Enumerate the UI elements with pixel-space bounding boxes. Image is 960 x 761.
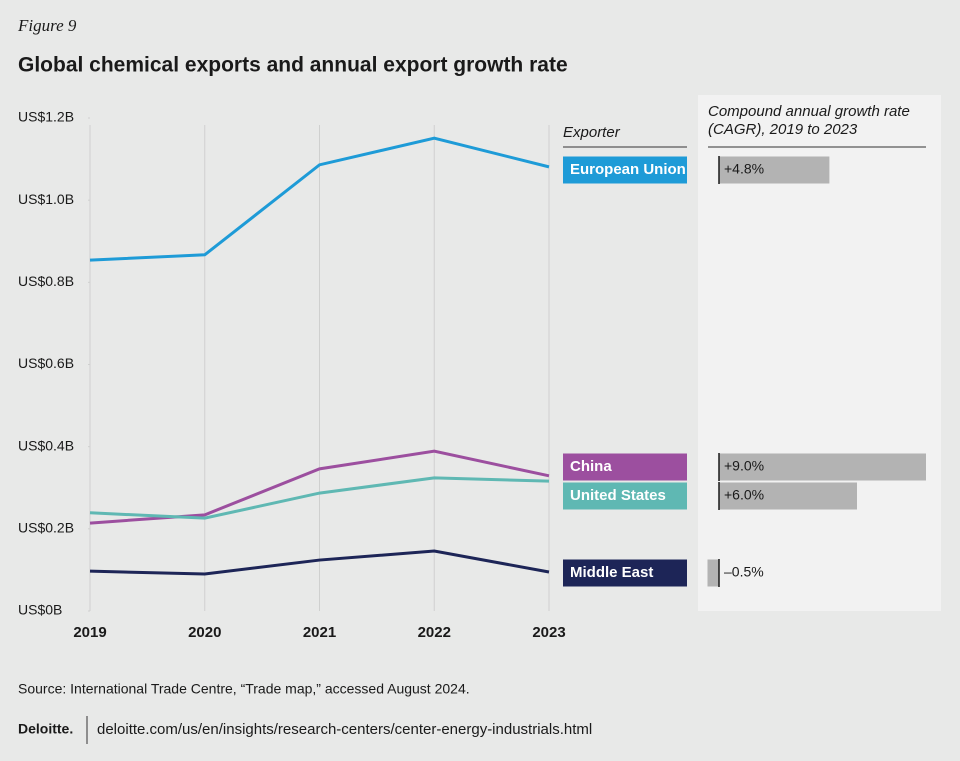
source: Source: International Trade Centre, “Tra… <box>18 681 470 697</box>
x-tick-label: 2023 <box>532 624 565 641</box>
bar <box>719 482 857 510</box>
footer-url: deloitte.com/us/en/insights/research-cen… <box>97 721 592 738</box>
value-label: +4.8% <box>724 161 764 177</box>
x-tick-label: 2020 <box>188 624 221 641</box>
line <box>89 549 550 576</box>
legend-label: European Union <box>570 161 686 178</box>
bar <box>707 559 719 587</box>
value-label: –0.5% <box>724 564 764 580</box>
value-label: +6.0% <box>724 487 764 503</box>
bar <box>719 156 830 184</box>
cagr-title-box: Compound annual growth rate (CAGR), 2019… <box>708 103 910 138</box>
legend-swatch <box>563 453 687 481</box>
y-tick-label: US$0.6B <box>18 355 74 371</box>
legend-label: United States <box>570 487 666 504</box>
line <box>89 476 550 520</box>
x-tick-label: 2022 <box>418 624 451 641</box>
value-label: +9.0% <box>724 458 764 474</box>
y-tick-label: US$0.4B <box>18 437 74 453</box>
brand: Deloitte. <box>18 721 73 737</box>
x-tick-label: 2019 <box>73 624 106 641</box>
line <box>89 136 550 262</box>
legend-label: China <box>570 458 612 475</box>
y-tick-label: US$1.2B <box>18 109 74 125</box>
legend-swatch <box>563 156 687 184</box>
x-tick-label: 2021 <box>303 624 336 641</box>
bar <box>719 453 926 481</box>
legend-label: Middle East <box>570 564 653 581</box>
y-tick-label: US$0B <box>18 602 62 618</box>
legend-title: Exporter <box>563 124 621 141</box>
chart-title: Global chemical exports and annual expor… <box>18 54 568 77</box>
y-tick-label: US$1.0B <box>18 191 74 207</box>
cagr-title: Compound annual growth rate (CAGR), 2019… <box>708 103 910 138</box>
y-tick-label: US$0.8B <box>18 273 74 289</box>
legend-swatch <box>563 559 687 587</box>
legend-swatch <box>563 482 687 510</box>
y-tick-label: US$0.2B <box>18 520 74 536</box>
figure-label: Figure 9 <box>17 16 77 35</box>
